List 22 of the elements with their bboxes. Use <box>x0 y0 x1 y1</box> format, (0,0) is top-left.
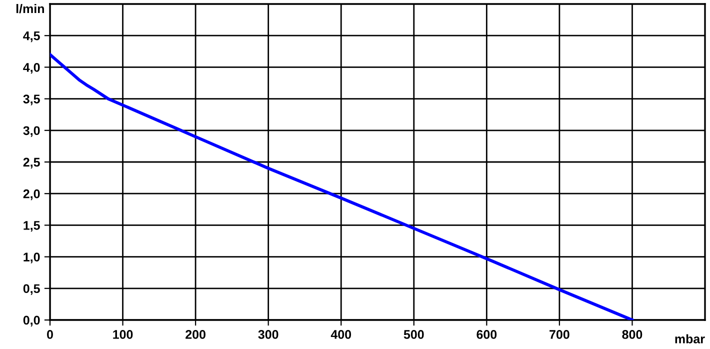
x-tick-label: 500 <box>404 330 424 339</box>
x-tick-label: 700 <box>550 330 570 339</box>
line-series <box>50 53 634 320</box>
x-tick-label: 600 <box>476 330 497 339</box>
y-tick-label: 4,5 <box>23 32 40 42</box>
x-axis-title: mbar <box>675 334 705 344</box>
x-tick-label: 400 <box>330 330 352 339</box>
x-tick-label: 300 <box>258 330 278 339</box>
y-tick-label: 0,5 <box>23 284 40 295</box>
y-tick-label: 3,5 <box>23 94 40 106</box>
x-tick-label: 0 <box>47 330 53 339</box>
x-tick-label: 200 <box>186 330 206 339</box>
y-tick-label: 2,5 <box>23 158 40 168</box>
y-tick-label: 0,0 <box>23 316 40 326</box>
y-tick-label: 1,5 <box>24 221 40 232</box>
y-axis-title: l/min <box>16 4 44 14</box>
y-tick-label: 2,0 <box>23 189 40 200</box>
y-tick-label: 1,0 <box>24 252 40 264</box>
y-tick-label: 4,0 <box>23 63 40 74</box>
x-tick-label: 800 <box>622 330 642 339</box>
y-tick-label: 3,0 <box>23 126 40 137</box>
x-tick-label: 100 <box>113 330 133 339</box>
